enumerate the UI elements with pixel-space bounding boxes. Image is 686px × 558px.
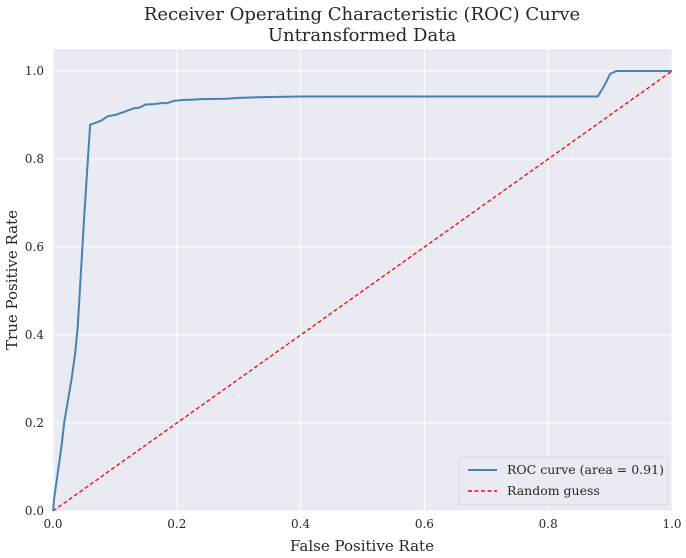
tick-labels: 0.0 0.2 0.4 0.6 0.8 1.0 0.0 0.2 0.4 0.6 0.8 1.0 bbox=[25, 64, 682, 531]
chart-title: Receiver Operating Characteristic (ROC) … bbox=[144, 4, 580, 25]
y-tick-label: 0.0 bbox=[25, 504, 44, 518]
legend: ROC curve (area = 0.91) Random guess bbox=[458, 456, 669, 506]
x-tick-label: 1.0 bbox=[662, 517, 681, 531]
y-tick-label: 0.6 bbox=[25, 240, 44, 254]
legend-box bbox=[458, 456, 669, 506]
x-tick-label: 0.6 bbox=[415, 517, 434, 531]
legend-label-random: Random guess bbox=[507, 483, 600, 498]
series-layer bbox=[52, 70, 673, 512]
y-tick-label: 0.8 bbox=[25, 152, 44, 166]
legend-label-roc: ROC curve (area = 0.91) bbox=[507, 462, 664, 477]
y-axis-label: True Positive Rate bbox=[3, 210, 21, 350]
random-guess-line bbox=[52, 70, 673, 512]
x-tick-label: 0.2 bbox=[167, 517, 186, 531]
grid-lines bbox=[52, 49, 673, 512]
chart-subtitle: Untransformed Data bbox=[268, 25, 457, 46]
plot-area bbox=[53, 49, 672, 511]
y-tick-label: 0.2 bbox=[25, 416, 44, 430]
x-tick-label: 0.0 bbox=[43, 517, 62, 531]
x-axis-label: False Positive Rate bbox=[290, 537, 434, 555]
x-tick-label: 0.8 bbox=[539, 517, 558, 531]
y-tick-label: 0.4 bbox=[25, 328, 44, 342]
roc-curve-line bbox=[52, 70, 672, 512]
y-tick-label: 1.0 bbox=[25, 64, 44, 78]
x-tick-label: 0.4 bbox=[291, 517, 310, 531]
